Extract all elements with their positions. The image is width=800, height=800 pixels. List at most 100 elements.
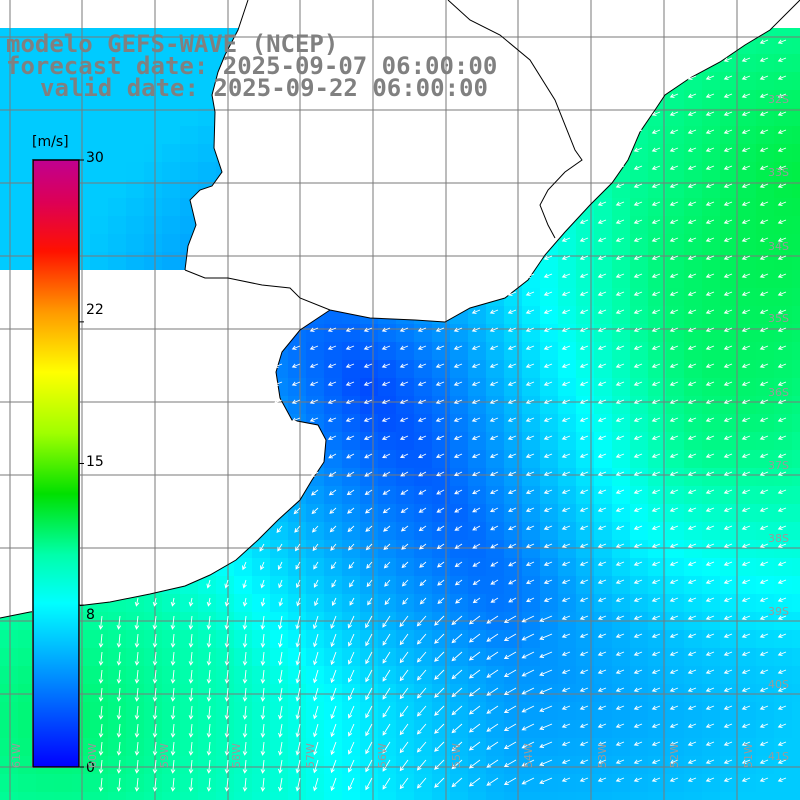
wind-arrow xyxy=(633,345,643,350)
wind-arrow xyxy=(471,435,481,440)
field-cell xyxy=(648,342,667,361)
wind-arrow xyxy=(705,417,715,422)
wind-arrow xyxy=(293,507,301,515)
field-cell xyxy=(792,594,800,613)
field-cell xyxy=(612,324,631,343)
wind-arrow xyxy=(453,381,463,386)
wind-arrow xyxy=(328,471,337,477)
field-cell xyxy=(558,756,577,775)
wind-arrow xyxy=(597,597,607,602)
wind-arrow xyxy=(402,597,409,605)
wind-arrow xyxy=(277,615,283,630)
field-cell xyxy=(540,558,559,577)
field-cell xyxy=(612,720,631,739)
wind-arrow xyxy=(561,543,571,548)
field-cell xyxy=(486,792,505,800)
field-cell xyxy=(774,756,793,775)
field-cell xyxy=(450,342,469,361)
wind-arrow xyxy=(242,633,248,648)
lon-label-51w: 51W xyxy=(742,743,755,768)
colorbar-tick-30: 30 xyxy=(86,150,104,166)
field-cell xyxy=(180,666,199,685)
wind-arrow xyxy=(451,759,463,770)
wind-arrow xyxy=(777,633,787,638)
field-cell xyxy=(738,738,757,757)
wind-arrow xyxy=(579,417,589,422)
wind-arrow xyxy=(539,741,553,748)
field-cell xyxy=(468,396,487,415)
field-cell xyxy=(162,720,181,739)
field-cell xyxy=(180,54,199,73)
field-cell xyxy=(108,234,127,253)
wind-arrow xyxy=(615,471,625,476)
wind-arrow xyxy=(669,363,679,368)
field-cell xyxy=(684,702,703,721)
field-cell xyxy=(558,504,577,523)
wind-arrow xyxy=(669,417,679,422)
wind-arrow xyxy=(651,165,661,170)
wind-arrow xyxy=(454,489,463,495)
wind-arrow xyxy=(278,597,284,607)
field-cell xyxy=(738,288,757,307)
wind-arrow xyxy=(777,597,787,602)
field-cell xyxy=(522,738,541,757)
field-cell xyxy=(360,468,379,487)
field-cell xyxy=(522,414,541,433)
wind-arrow xyxy=(313,579,319,588)
wind-arrow xyxy=(615,525,625,530)
field-cell xyxy=(756,234,775,253)
wind-arrow xyxy=(278,741,283,756)
field-cell xyxy=(684,342,703,361)
field-cell xyxy=(18,126,37,145)
field-cell xyxy=(306,486,325,505)
field-cell xyxy=(126,234,145,253)
wind-arrow xyxy=(759,111,769,116)
wind-arrow xyxy=(759,525,769,530)
wind-arrow xyxy=(759,381,769,386)
field-cell xyxy=(180,126,199,145)
wind-arrow xyxy=(416,651,427,663)
field-cell xyxy=(774,342,793,361)
field-cell xyxy=(450,360,469,379)
wind-arrow xyxy=(525,597,535,603)
wind-arrow xyxy=(364,471,373,477)
field-cell xyxy=(702,630,721,649)
field-cell xyxy=(738,360,757,379)
wind-arrow xyxy=(435,453,445,459)
field-cell xyxy=(702,558,721,577)
field-cell xyxy=(594,432,613,451)
wind-arrow xyxy=(472,507,481,513)
field-cell xyxy=(756,270,775,289)
wind-arrow xyxy=(347,669,355,683)
wind-arrow xyxy=(633,183,643,188)
wind-arrow xyxy=(723,309,733,314)
field-cell xyxy=(576,270,595,289)
field-cell xyxy=(396,360,415,379)
field-cell xyxy=(792,306,800,325)
wind-arrow xyxy=(503,723,517,731)
wind-arrow xyxy=(507,543,517,549)
field-cell xyxy=(144,72,163,91)
field-cell xyxy=(36,792,55,800)
field-cell xyxy=(774,108,793,127)
wind-arrow xyxy=(525,417,535,422)
wind-arrow xyxy=(579,507,589,512)
field-cell xyxy=(702,648,721,667)
wind-arrow xyxy=(399,363,409,368)
wind-arrow xyxy=(615,597,625,602)
wind-arrow xyxy=(687,93,697,98)
wind-arrow xyxy=(669,453,679,458)
field-cell xyxy=(288,702,307,721)
field-cell xyxy=(594,594,613,613)
wind-arrow xyxy=(579,453,589,458)
title-valid-date: valid date: 2025-09-22 06:00:00 xyxy=(40,74,488,102)
field-cell xyxy=(216,648,235,667)
field-cell xyxy=(756,630,775,649)
wind-arrow xyxy=(579,615,589,620)
field-cell xyxy=(594,468,613,487)
field-cell xyxy=(360,342,379,361)
field-cell xyxy=(126,738,145,757)
wind-arrow xyxy=(365,633,373,647)
field-cell xyxy=(486,378,505,397)
